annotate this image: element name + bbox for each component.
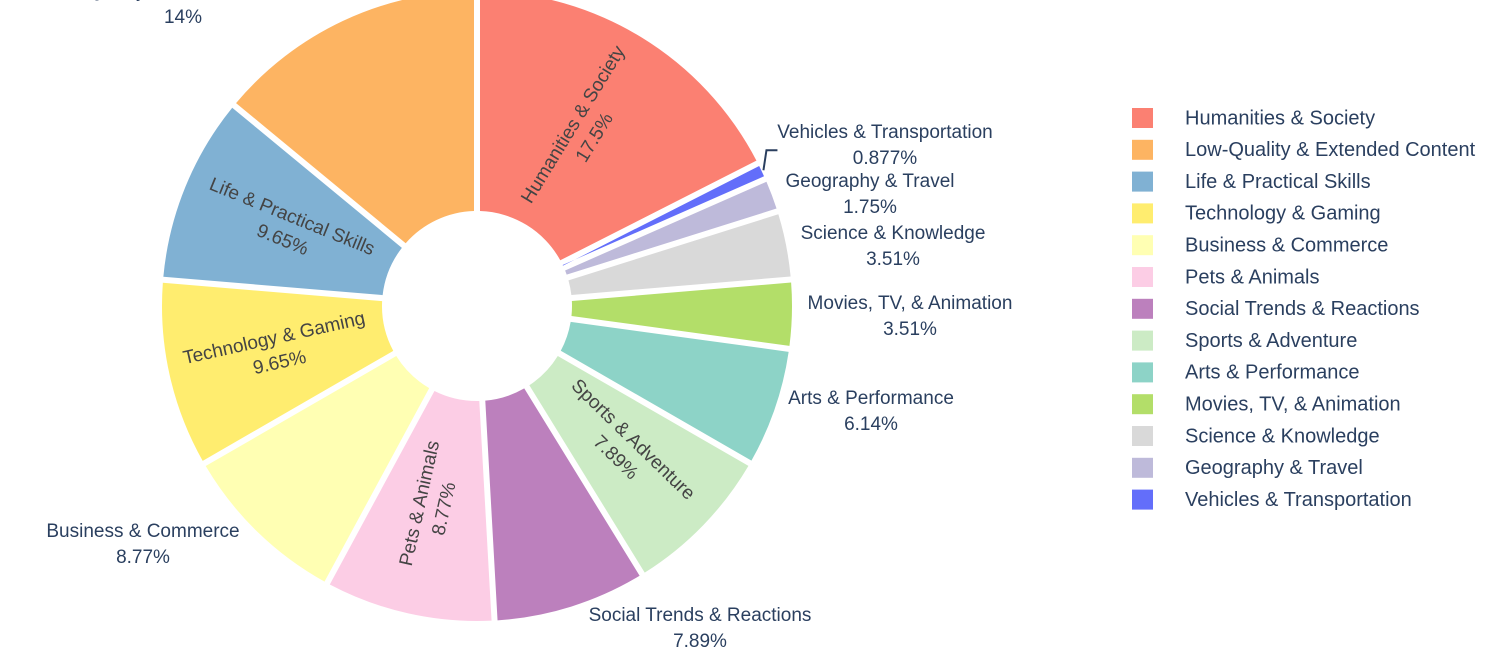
slice-label-percent: 7.89% — [673, 631, 727, 652]
slice-low-quality-extended-content[interactable] — [236, 0, 474, 244]
legend-item-humanities-society[interactable]: Humanities & Society — [1132, 107, 1375, 129]
legend-swatch — [1132, 267, 1153, 287]
slice-label-name: Social Trends & Reactions — [589, 605, 812, 626]
legend-label: Movies, TV, & Animation — [1185, 393, 1401, 415]
legend-label: Pets & Animals — [1185, 266, 1320, 288]
slice-label-movies-tv-animation: Movies, TV, & Animation 3.51% — [808, 293, 1013, 340]
legend: Humanities & Society Low-Quality & Extend… — [1132, 107, 1476, 511]
legend-swatch — [1132, 489, 1153, 510]
legend-swatch — [1132, 235, 1153, 256]
legend-label: Arts & Performance — [1185, 362, 1360, 384]
legend-swatch — [1132, 330, 1153, 351]
slice-geography-travel[interactable] — [565, 181, 777, 275]
legend-label: Technology & Gaming — [1185, 203, 1381, 225]
slice-label-science-knowledge: Science & Knowledge 3.51% — [801, 223, 986, 270]
legend-swatch — [1132, 457, 1153, 478]
slice-label-name: Geography & Travel — [786, 171, 955, 192]
legend-item-arts-performance[interactable]: Arts & Performance — [1132, 362, 1360, 384]
slice-science-knowledge[interactable] — [568, 214, 791, 296]
legend-label: Business & Commerce — [1185, 234, 1388, 256]
slice-label-percent: 0.877% — [853, 148, 918, 169]
slice-label-percent: 6.14% — [844, 414, 898, 435]
legend-swatch — [1132, 203, 1153, 224]
legend-label: Sports & Adventure — [1185, 330, 1357, 352]
slice-label-name: Movies, TV, & Animation — [808, 293, 1013, 314]
legend-label: Humanities & Society — [1185, 107, 1375, 129]
slice-label-percent: 8.77% — [116, 547, 170, 568]
leader-line — [762, 149, 778, 171]
slice-arts-performance[interactable] — [560, 321, 789, 461]
slice-life-practical-skills[interactable] — [163, 107, 402, 296]
slice-label-business-commerce: Business & Commerce 8.77% — [46, 521, 239, 568]
slice-label-percent: 1.75% — [843, 197, 897, 218]
slice-vehicles-transportation[interactable] — [562, 165, 765, 266]
legend-swatch — [1132, 139, 1153, 160]
donut-slices — [162, 0, 792, 621]
legend-label: Social Trends & Reactions — [1185, 298, 1420, 320]
legend-swatch — [1132, 426, 1153, 446]
slice-label-name: Low-Quality & Extended Content — [45, 0, 321, 2]
slice-label-name: Vehicles & Transportation — [777, 122, 992, 143]
legend-item-business-commerce[interactable]: Business & Commerce — [1132, 234, 1388, 256]
slice-label-name: Science & Knowledge — [801, 223, 986, 244]
legend-item-movies-tv-animation[interactable]: Movies, TV, & Animation — [1132, 393, 1401, 415]
legend-item-technology-gaming[interactable]: Technology & Gaming — [1132, 203, 1381, 225]
legend-swatch — [1132, 171, 1153, 192]
legend-label: Science & Knowledge — [1185, 425, 1380, 447]
slice-label-arts-performance: Arts & Performance 6.14% — [788, 388, 954, 435]
slice-label-name: Business & Commerce — [46, 521, 239, 542]
legend-label: Low-Quality & Extended Content — [1185, 139, 1476, 161]
legend-item-vehicles-transportation[interactable]: Vehicles & Transportation — [1132, 489, 1412, 511]
legend-label: Life & Practical Skills — [1185, 171, 1371, 193]
slice-label-percent: 3.51% — [883, 319, 937, 340]
legend-item-pets-animals[interactable]: Pets & Animals — [1132, 266, 1320, 288]
slice-business-commerce[interactable] — [205, 356, 430, 582]
legend-item-social-trends-reactions[interactable]: Social Trends & Reactions — [1132, 298, 1420, 320]
legend-swatch — [1132, 108, 1153, 128]
slice-label-vehicles-transportation: Vehicles & Transportation 0.877% — [777, 122, 992, 169]
legend-item-low-quality-extended-content[interactable]: Low-Quality & Extended Content — [1132, 139, 1476, 161]
slice-social-trends-reactions[interactable] — [485, 388, 640, 621]
legend-swatch — [1132, 394, 1153, 415]
legend-label: Vehicles & Transportation — [1185, 489, 1412, 511]
slice-humanities-society[interactable] — [480, 0, 757, 261]
slice-sports-adventure[interactable] — [529, 355, 749, 573]
slice-label-name: Arts & Performance — [788, 388, 954, 409]
slice-label-geography-travel: Geography & Travel 1.75% — [786, 171, 955, 218]
slice-label-social-trends-reactions: Social Trends & Reactions 7.89% — [589, 605, 812, 652]
legend-item-sports-adventure[interactable]: Sports & Adventure — [1132, 330, 1357, 352]
legend-item-geography-travel[interactable]: Geography & Travel — [1132, 457, 1363, 479]
legend-swatch — [1132, 362, 1153, 383]
slice-movies-tv-animation[interactable] — [571, 282, 792, 346]
slice-pets-animals[interactable] — [329, 390, 492, 621]
slice-technology-gaming[interactable] — [162, 282, 394, 461]
legend-item-science-knowledge[interactable]: Science & Knowledge — [1132, 425, 1380, 447]
slice-label-percent: 3.51% — [866, 249, 920, 270]
slice-label-percent: 14% — [164, 7, 202, 28]
legend-swatch — [1132, 298, 1153, 319]
legend-item-life-practical-skills[interactable]: Life & Practical Skills — [1132, 171, 1371, 193]
slice-label-low-quality-extended-content: Low-Quality & Extended Content 14% — [45, 0, 321, 28]
legend-label: Geography & Travel — [1185, 457, 1363, 479]
